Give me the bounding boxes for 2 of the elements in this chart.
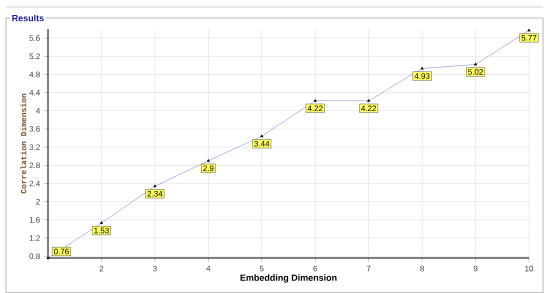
chart-title: Results [12, 14, 44, 22]
x-axis-title: Embedding Dimension [240, 274, 337, 283]
